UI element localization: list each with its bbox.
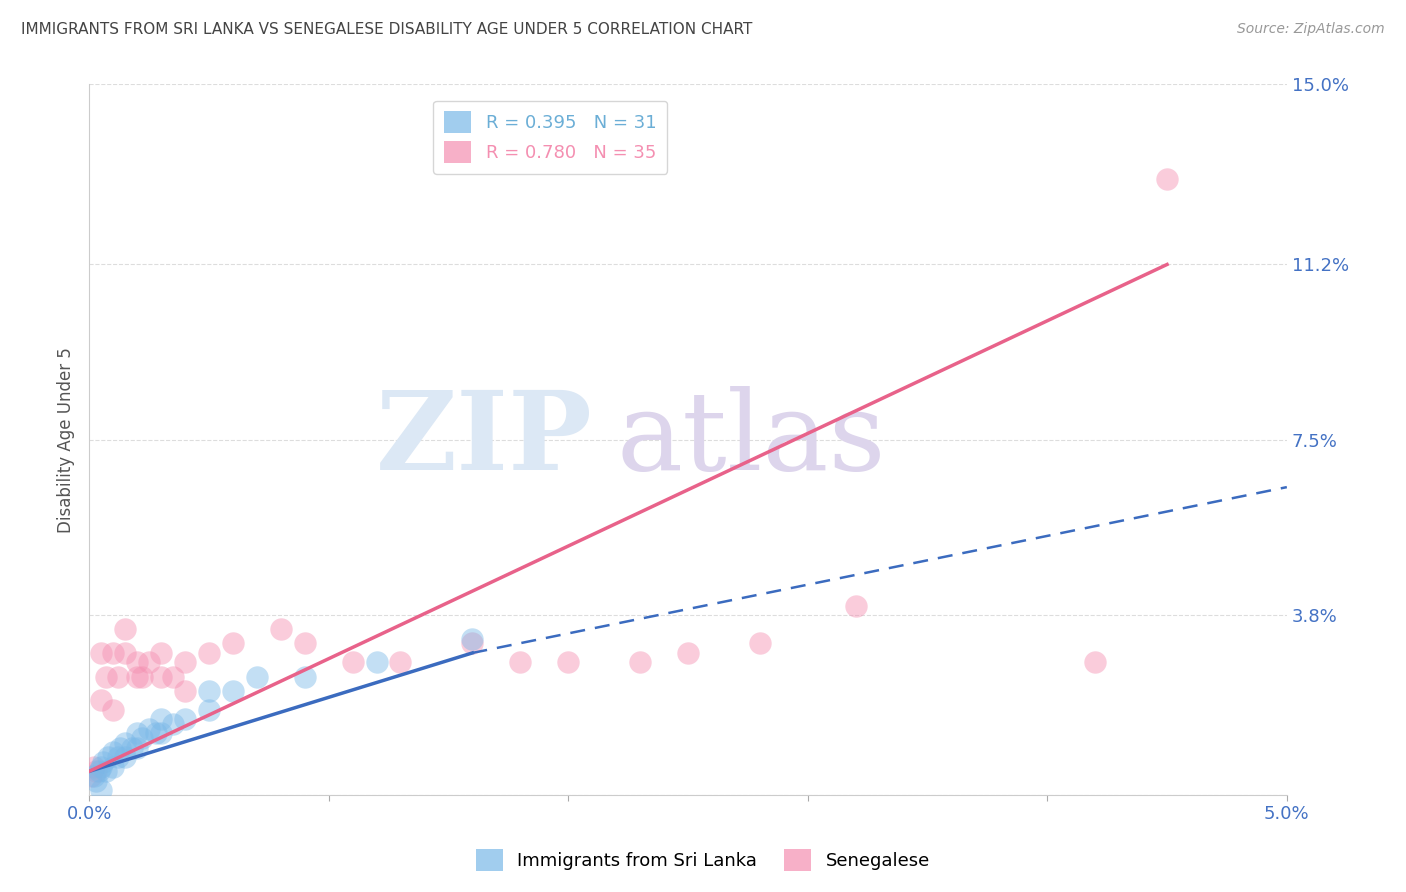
Point (389, 656, 412, 670)
Point (90, 759, 112, 773)
Point (145, 726, 167, 740)
Text: ZIP: ZIP (375, 386, 592, 493)
Point (108, 740, 131, 755)
Point (101, 759, 124, 773)
Point (90, 783, 112, 797)
Point (125, 656, 148, 670)
Point (107, 670, 129, 684)
Point (90, 693, 112, 707)
Point (174, 712, 197, 726)
Point (162, 670, 184, 684)
Point (845, 599, 868, 613)
Point (114, 646, 136, 660)
Point (270, 622, 292, 636)
Point (1156, 172, 1178, 186)
Point (131, 670, 153, 684)
Text: atlas: atlas (616, 386, 886, 493)
Point (366, 656, 388, 670)
Point (149, 712, 172, 726)
Point (107, 750, 129, 764)
Point (222, 636, 245, 650)
Point (198, 703, 221, 717)
Point (101, 646, 124, 660)
Point (342, 656, 364, 670)
Point (174, 683, 197, 698)
Point (198, 683, 221, 698)
Point (94, 670, 117, 684)
Point (114, 750, 136, 764)
Point (87, 764, 110, 779)
Point (94, 764, 117, 779)
Point (222, 683, 245, 698)
Point (114, 622, 136, 636)
Point (114, 736, 136, 750)
Point (84, 773, 107, 788)
Point (748, 636, 770, 650)
Point (294, 670, 316, 684)
Point (83, 769, 105, 783)
Point (101, 746, 124, 760)
Point (90, 646, 112, 660)
Text: IMMIGRANTS FROM SRI LANKA VS SENEGALESE DISABILITY AGE UNDER 5 CORRELATION CHART: IMMIGRANTS FROM SRI LANKA VS SENEGALESE … (21, 22, 752, 37)
Point (246, 670, 269, 684)
Point (198, 646, 221, 660)
Point (557, 656, 579, 670)
Point (162, 717, 184, 731)
Point (80, 769, 103, 783)
Point (97, 750, 120, 764)
Legend: Immigrants from Sri Lanka, Senegalese: Immigrants from Sri Lanka, Senegalese (468, 842, 938, 879)
Point (84, 764, 107, 779)
Point (509, 656, 531, 670)
Point (131, 731, 153, 746)
Y-axis label: Disability Age Under 5: Disability Age Under 5 (58, 347, 75, 533)
Point (294, 636, 316, 650)
Point (125, 726, 148, 740)
Point (461, 636, 484, 650)
Legend: R = 0.395   N = 31, R = 0.780   N = 35: R = 0.395 N = 31, R = 0.780 N = 35 (433, 101, 668, 174)
Point (101, 703, 124, 717)
Point (138, 656, 160, 670)
Point (174, 656, 197, 670)
Point (138, 722, 160, 736)
Point (461, 632, 484, 646)
Point (121, 740, 143, 755)
Point (149, 646, 172, 660)
Point (83, 759, 105, 773)
Point (149, 726, 172, 740)
Point (1084, 656, 1107, 670)
Point (93, 755, 115, 769)
Point (125, 670, 148, 684)
Point (676, 646, 699, 660)
Text: Source: ZipAtlas.com: Source: ZipAtlas.com (1237, 22, 1385, 37)
Point (628, 656, 651, 670)
Point (125, 740, 148, 755)
Point (149, 670, 172, 684)
